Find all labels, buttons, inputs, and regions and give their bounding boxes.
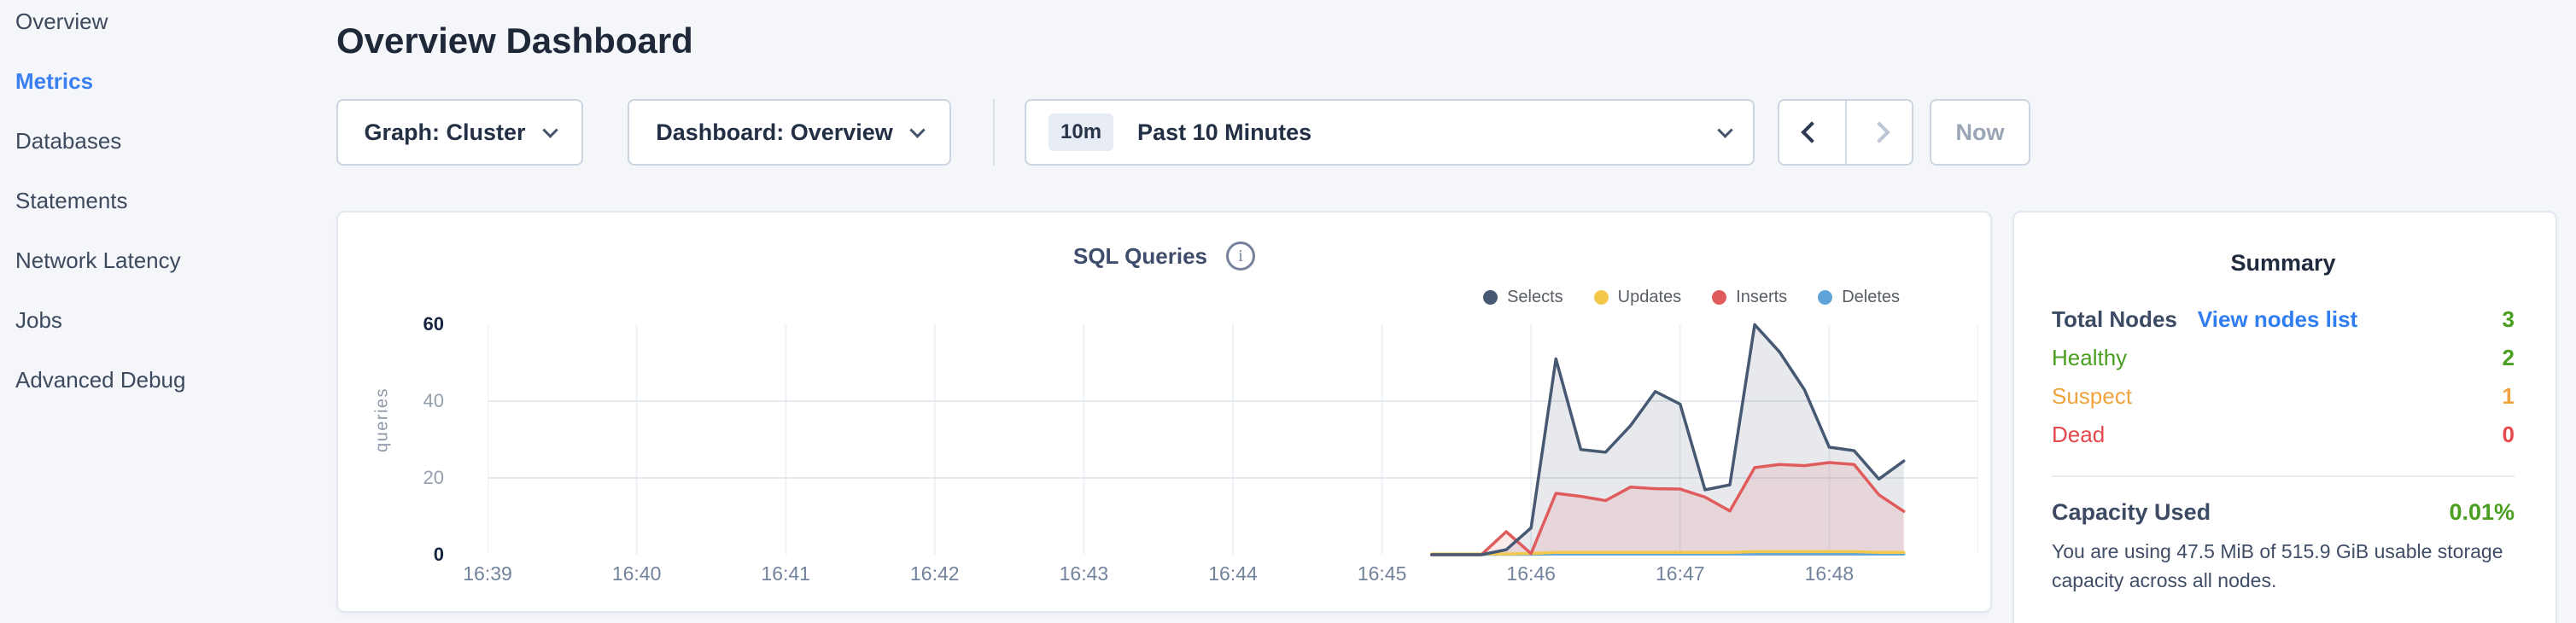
time-range-badge: 10m bbox=[1049, 114, 1114, 151]
total-nodes-label: Total Nodes bbox=[2052, 306, 2177, 332]
x-tick-label: 16:45 bbox=[1357, 562, 1407, 585]
x-tick-label: 16:48 bbox=[1804, 562, 1855, 585]
healthy-nodes-row: Healthy 2 bbox=[2052, 339, 2515, 377]
total-nodes-value: 3 bbox=[2502, 306, 2515, 332]
selects-series-dot-icon bbox=[1483, 290, 1498, 305]
y-tick-label: 0 bbox=[433, 544, 444, 565]
dead-value: 0 bbox=[2502, 422, 2515, 447]
x-tick-label: 16:44 bbox=[1208, 562, 1258, 585]
x-tick-label: 16:43 bbox=[1059, 562, 1109, 585]
time-range-selector[interactable]: 10m Past 10 Minutes bbox=[1025, 99, 1755, 166]
capacity-used-value: 0.01% bbox=[2449, 498, 2515, 525]
x-tick-label: 16:39 bbox=[463, 562, 512, 585]
info-icon[interactable]: i bbox=[1226, 242, 1256, 271]
chevron-right-icon bbox=[1868, 121, 1890, 143]
sidebar: Overview Metrics Databases Statements Ne… bbox=[15, 0, 323, 418]
x-tick-label: 16:42 bbox=[910, 562, 960, 585]
time-range-label: Past 10 Minutes bbox=[1137, 119, 1312, 145]
x-tick-label: 16:41 bbox=[761, 562, 810, 585]
x-tick-label: 16:47 bbox=[1656, 562, 1705, 585]
capacity-used-row: Capacity Used 0.01% bbox=[2052, 495, 2515, 529]
chevron-down-icon bbox=[1717, 121, 1733, 138]
legend-item-inserts[interactable]: Inserts bbox=[1712, 288, 1787, 307]
now-button[interactable]: Now bbox=[1930, 99, 2030, 166]
summary-panel: Summary Total Nodes View nodes list 3 He… bbox=[2012, 211, 2557, 623]
y-tick-label: 40 bbox=[423, 390, 444, 411]
suspect-label: Suspect bbox=[2052, 383, 2132, 409]
view-nodes-list-link[interactable]: View nodes list bbox=[2197, 306, 2358, 332]
sidebar-item-databases[interactable]: Databases bbox=[15, 127, 122, 154]
legend-label: Inserts bbox=[1736, 288, 1788, 306]
graph-scope-dropdown[interactable]: Graph: Cluster bbox=[336, 99, 583, 166]
dashboard-dropdown[interactable]: Dashboard: Overview bbox=[628, 99, 951, 166]
time-range-prev-button[interactable] bbox=[1779, 101, 1845, 164]
legend-label: Deletes bbox=[1842, 288, 1900, 306]
capacity-used-label: Capacity Used bbox=[2052, 498, 2211, 525]
legend-item-selects[interactable]: Selects bbox=[1483, 288, 1563, 307]
chevron-down-icon bbox=[909, 121, 926, 138]
sql-queries-plot[interactable] bbox=[488, 319, 1978, 560]
toolbar-divider bbox=[993, 99, 995, 166]
node-status-rows: Total Nodes View nodes list 3 Healthy 2 … bbox=[2052, 300, 2515, 454]
summary-divider bbox=[2052, 475, 2515, 477]
legend-label: Selects bbox=[1507, 288, 1563, 306]
healthy-value: 2 bbox=[2502, 345, 2515, 370]
sidebar-item-jobs[interactable]: Jobs bbox=[15, 306, 62, 333]
deletes-series-dot-icon bbox=[1818, 290, 1833, 305]
total-nodes-row: Total Nodes View nodes list 3 bbox=[2052, 300, 2515, 339]
y-tick-label: 60 bbox=[423, 313, 444, 335]
suspect-nodes-row: Suspect 1 bbox=[2052, 377, 2515, 416]
x-tick-label: 16:40 bbox=[611, 562, 662, 585]
sidebar-item-network-latency[interactable]: Network Latency bbox=[15, 247, 181, 273]
suspect-value: 1 bbox=[2502, 383, 2515, 409]
legend-item-updates[interactable]: Updates bbox=[1593, 288, 1682, 307]
inserts-series-dot-icon bbox=[1712, 290, 1727, 305]
sidebar-item-advanced-debug[interactable]: Advanced Debug bbox=[15, 366, 186, 393]
page-title: Overview Dashboard bbox=[336, 20, 693, 61]
dashboard-toolbar: Graph: Cluster Dashboard: Overview 10m P… bbox=[336, 99, 2030, 166]
sidebar-item-metrics[interactable]: Metrics bbox=[15, 67, 94, 94]
sidebar-item-overview[interactable]: Overview bbox=[15, 8, 108, 34]
dead-nodes-row: Dead 0 bbox=[2052, 416, 2515, 454]
chevron-left-icon bbox=[1801, 121, 1823, 143]
graph-scope-label: Graph: Cluster bbox=[364, 119, 526, 145]
legend-item-deletes[interactable]: Deletes bbox=[1818, 288, 1900, 307]
time-range-arrows bbox=[1778, 99, 1913, 166]
y-tick-label: 20 bbox=[423, 467, 444, 488]
chart-legend: Selects Updates Inserts Deletes bbox=[1483, 288, 1900, 307]
chart-title: SQL Queries bbox=[1072, 242, 1208, 269]
x-tick-label: 16:46 bbox=[1506, 562, 1556, 585]
sidebar-item-statements[interactable]: Statements bbox=[15, 187, 128, 213]
dashboard-dropdown-label: Dashboard: Overview bbox=[656, 119, 893, 145]
updates-series-dot-icon bbox=[1593, 290, 1609, 305]
legend-label: Updates bbox=[1617, 288, 1682, 306]
sql-queries-chart-card: SQL Queries i Selects Updates Inserts De… bbox=[336, 211, 1992, 613]
healthy-label: Healthy bbox=[2052, 345, 2128, 370]
dead-label: Dead bbox=[2052, 422, 2106, 447]
time-range-next-button[interactable] bbox=[1844, 101, 1912, 164]
chevron-down-icon bbox=[541, 121, 558, 138]
summary-title: Summary bbox=[2230, 250, 2336, 276]
chart-header: SQL Queries i bbox=[338, 242, 1990, 271]
capacity-description: You are using 47.5 MiB of 515.9 GiB usab… bbox=[2052, 540, 2503, 591]
